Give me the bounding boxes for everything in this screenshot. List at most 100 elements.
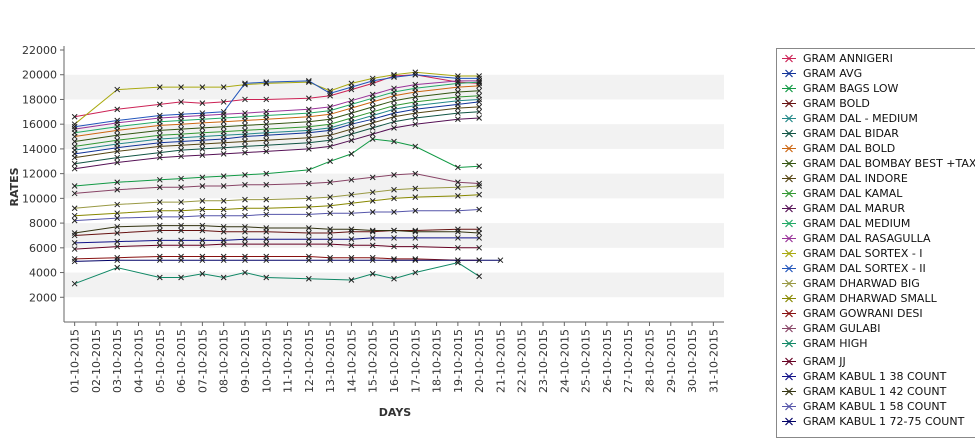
data-point	[178, 242, 184, 249]
x-tick-label: 26-10-2015	[601, 329, 614, 393]
data-point	[348, 228, 355, 235]
data-point	[455, 89, 461, 95]
legend-marker-icon	[782, 189, 796, 198]
x-tick-label: 18-10-2015	[431, 329, 444, 393]
legend-list: GRAM ANNIGERI GRAM AVG GRAM BAGS LOW GRAM B…	[777, 49, 975, 429]
data-point	[156, 115, 163, 121]
data-point	[71, 256, 78, 262]
data-point	[220, 206, 227, 213]
legend-label: GRAM DAL BOMBAY BEST +TAX	[803, 157, 975, 170]
data-point	[156, 127, 163, 134]
data-point	[305, 180, 312, 187]
series-8	[71, 104, 483, 161]
legend-marker-icon	[782, 99, 796, 108]
data-point	[391, 113, 397, 120]
data-point	[412, 94, 419, 100]
legend-item: GRAM DHARWAD BIG	[777, 276, 975, 291]
data-point	[220, 99, 227, 105]
legend-marker-icon	[782, 204, 796, 213]
data-point	[305, 211, 312, 218]
legend-item: GRAM KABUL 1 72-75 COUNT	[777, 414, 975, 429]
x-tick-label: 10-10-2015	[260, 329, 273, 393]
data-point	[114, 120, 121, 126]
data-point	[391, 257, 397, 264]
legend-item: GRAM DAL BIDAR	[777, 126, 975, 141]
data-point	[114, 148, 121, 155]
data-point	[305, 230, 312, 236]
data-point	[369, 209, 376, 215]
legend-label: GRAM DAL SORTEX - I	[803, 247, 923, 260]
data-point	[327, 127, 333, 134]
series-line	[74, 117, 480, 170]
data-point	[391, 102, 397, 109]
series-19	[71, 259, 483, 287]
x-tick-label: 28-10-2015	[643, 329, 656, 393]
legend-item: GRAM KABUL 1 38 COUNT	[777, 369, 975, 384]
data-point	[412, 143, 419, 150]
data-point	[348, 126, 355, 132]
y-tick-label: 12000	[22, 168, 57, 181]
data-point	[263, 132, 270, 139]
data-point	[391, 74, 397, 81]
data-point	[369, 174, 376, 181]
data-point	[455, 193, 461, 199]
data-point	[369, 254, 376, 261]
series-line	[74, 237, 480, 244]
data-point	[114, 132, 121, 139]
series-20	[71, 241, 483, 252]
data-point	[242, 80, 248, 87]
data-point	[369, 197, 376, 204]
data-point	[369, 257, 376, 264]
data-point	[476, 273, 483, 280]
legend-label: GRAM DAL INDORE	[803, 172, 908, 185]
data-point	[220, 274, 227, 281]
series-line	[74, 259, 501, 262]
series-16	[71, 191, 483, 219]
series-layer	[71, 69, 504, 287]
legend-marker-icon	[782, 84, 796, 93]
legend-item: GRAM DHARWAD SMALL	[777, 291, 975, 306]
data-point	[156, 227, 163, 234]
legend-label: GRAM DAL MARUR	[803, 202, 906, 215]
data-point	[348, 151, 355, 157]
data-point	[114, 106, 121, 113]
data-point	[305, 106, 312, 113]
legend-label: GRAM KABUL 1 38 COUNT	[803, 370, 947, 383]
data-point	[242, 205, 248, 212]
data-point	[412, 170, 419, 177]
data-point	[178, 99, 184, 105]
legend-item: GRAM DAL - MEDIUM	[777, 111, 975, 126]
data-point	[242, 122, 248, 129]
data-point	[369, 78, 376, 84]
data-point	[263, 96, 270, 103]
data-point	[455, 235, 461, 241]
series-line	[74, 71, 480, 125]
data-point	[71, 160, 78, 167]
data-point	[156, 199, 163, 205]
data-point	[369, 227, 376, 234]
series-line	[74, 256, 480, 261]
data-point	[391, 97, 397, 104]
data-point	[178, 131, 184, 137]
data-point	[156, 143, 163, 150]
line-chart: 2000 4000 6000 8000 10000 12000 14000 16000 1800…	[8, 44, 724, 419]
legend-item: GRAM BAGS LOW	[777, 81, 975, 96]
data-point	[199, 129, 206, 136]
legend-item: GRAM DAL KAMAL	[777, 186, 975, 201]
y-tick-label: 2000	[29, 291, 57, 304]
data-point	[114, 201, 121, 208]
data-point	[455, 179, 461, 186]
data-point	[412, 207, 419, 214]
data-point	[369, 120, 376, 126]
data-point	[156, 176, 163, 183]
data-point	[305, 241, 312, 247]
data-point	[305, 78, 312, 84]
x-tick-label: 02-10-2015	[90, 329, 103, 393]
legend-label: GRAM DHARWAD BIG	[803, 277, 920, 290]
legend-item: GRAM GOWRANI DESI	[777, 306, 975, 321]
data-point	[199, 212, 206, 219]
data-point	[178, 147, 184, 153]
data-point	[242, 196, 248, 203]
legend-item: GRAM DAL BOLD	[777, 141, 975, 156]
data-point	[220, 139, 227, 146]
